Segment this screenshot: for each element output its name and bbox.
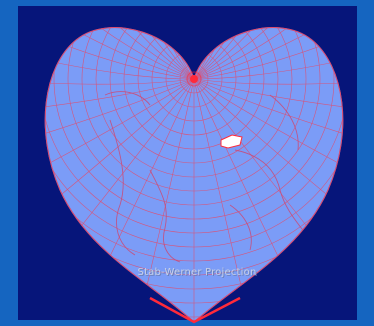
- projection-caption: Stab-Werner Projection: [137, 267, 257, 278]
- south-tip-edge: [149, 296, 241, 324]
- meridian-line: [63, 27, 195, 80]
- meridian-line: [193, 27, 243, 80]
- meridian-line: [193, 27, 343, 80]
- meridian-line: [193, 78, 343, 173]
- meridian-line: [45, 78, 195, 219]
- coastline-outlines: [104, 91, 311, 263]
- meridian-line: [193, 78, 343, 260]
- north-pole-marker-icon: [190, 75, 198, 83]
- meridian-line: [193, 27, 279, 80]
- meridian-line: [193, 27, 343, 80]
- meridian-line: [193, 78, 343, 123]
- meridian-line: [45, 27, 195, 80]
- meridian-line: [193, 27, 343, 80]
- highlight-region-icon: [220, 134, 243, 149]
- meridian-line: [193, 27, 343, 80]
- meridian-line: [45, 27, 195, 80]
- meridian-line: [45, 27, 195, 80]
- meridian-line: [45, 78, 195, 173]
- meridian-line: [45, 27, 195, 80]
- meridian-line: [45, 27, 195, 80]
- meridian-line: [193, 27, 343, 80]
- meridian-line: [45, 78, 195, 123]
- meridian-line: [165, 27, 198, 80]
- meridian-line: [190, 27, 223, 80]
- meridian-line: [193, 78, 343, 219]
- meridian-line: [145, 27, 195, 80]
- meridian-line: [193, 69, 343, 85]
- meridian-line: [45, 69, 195, 85]
- meridian-line: [45, 78, 195, 260]
- meridian-line: [109, 27, 195, 80]
- north-pole-ring: [186, 71, 202, 87]
- meridian-line: [193, 27, 325, 80]
